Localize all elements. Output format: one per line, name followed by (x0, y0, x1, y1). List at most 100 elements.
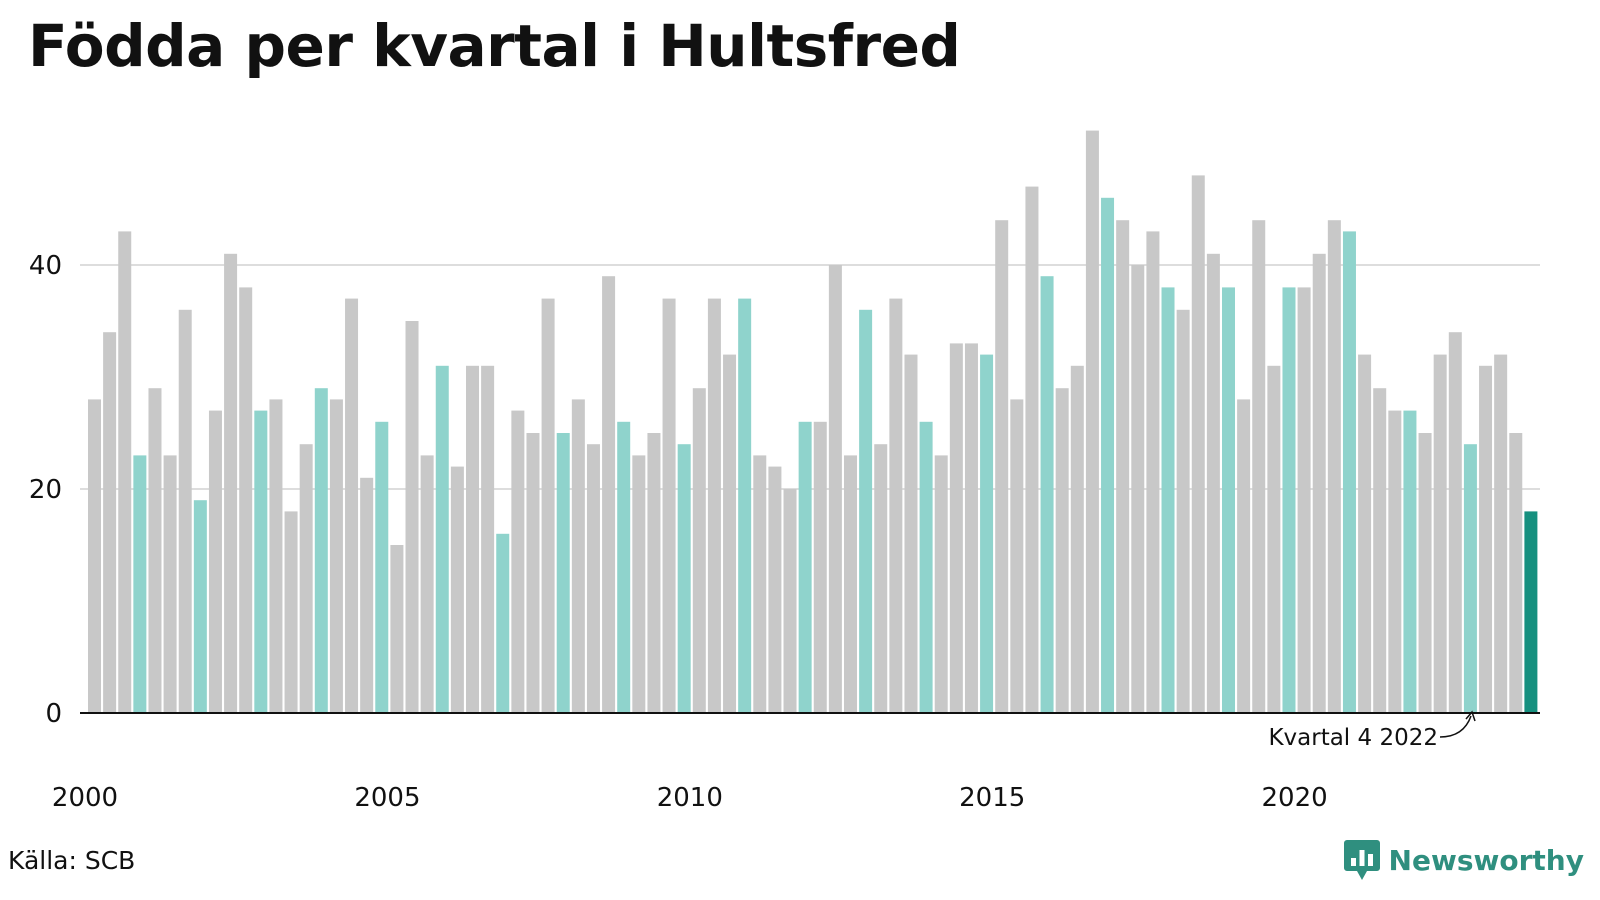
bar (1176, 309, 1190, 713)
bar (738, 298, 752, 713)
bar (133, 455, 147, 713)
bar (1403, 410, 1417, 713)
bar (148, 388, 162, 713)
source-note: Källa: SCB (8, 846, 136, 875)
bar (375, 421, 389, 713)
bar (1237, 399, 1251, 713)
annotation-label: Kvartal 4 2022 (1268, 725, 1438, 751)
bar (798, 421, 812, 713)
x-tick-label: 2015 (959, 783, 1025, 813)
bar (828, 265, 842, 713)
bar (1524, 511, 1538, 713)
bar (1494, 354, 1508, 713)
bar (844, 455, 857, 713)
x-tick-label: 2010 (657, 783, 723, 813)
bar (1342, 231, 1356, 713)
y-axis-ticks: 0 20 40 (29, 251, 62, 729)
x-tick-label: 2020 (1262, 783, 1328, 813)
bar (88, 399, 101, 713)
bar (239, 287, 253, 713)
bar (602, 276, 616, 713)
bars (88, 130, 1538, 714)
bar (269, 399, 283, 713)
bar (934, 455, 948, 713)
annotation-arrow (1439, 715, 1472, 738)
bar (1433, 354, 1447, 713)
bar (692, 388, 706, 713)
bar (1131, 265, 1145, 713)
bar (511, 410, 525, 713)
bar (1463, 444, 1477, 713)
bar (1161, 287, 1175, 713)
bar (1010, 399, 1024, 713)
bar (1448, 332, 1462, 713)
y-tick-label: 20 (29, 475, 62, 505)
bar (284, 511, 298, 713)
x-tick-label: 2000 (52, 783, 118, 813)
bar (1040, 276, 1054, 713)
brand-name: Newsworthy (1388, 843, 1584, 877)
bar (919, 421, 933, 713)
bar (329, 399, 343, 713)
brand-logo: Newsworthy (1343, 838, 1584, 882)
bar (466, 365, 479, 713)
bar (813, 421, 827, 713)
bar (647, 433, 661, 713)
y-tick-label: 0 (45, 699, 62, 729)
bar (299, 444, 313, 713)
bar (677, 444, 691, 713)
bar (1373, 388, 1387, 713)
bar (541, 298, 555, 713)
bar (163, 455, 177, 713)
bar (783, 489, 797, 713)
bar (526, 433, 540, 713)
bar (753, 455, 767, 713)
bar (556, 433, 570, 713)
bar (1206, 253, 1220, 714)
bar (208, 410, 222, 713)
bar (1222, 287, 1235, 713)
chart-title: Födda per kvartal i Hultsfred (28, 12, 961, 80)
bar (586, 444, 600, 713)
bar (859, 309, 873, 713)
bar (405, 321, 419, 713)
bar (723, 354, 737, 713)
bar (617, 421, 631, 713)
bar (254, 410, 268, 713)
bar (1358, 354, 1372, 713)
bar (1388, 410, 1402, 713)
bar (178, 309, 192, 713)
bar (1297, 287, 1311, 713)
bar (1252, 220, 1266, 713)
bar (1312, 253, 1326, 714)
bar (1282, 287, 1296, 713)
bar (420, 455, 434, 713)
bar (1267, 365, 1281, 713)
bar-chart-pin-icon (1343, 840, 1380, 880)
bar (1509, 433, 1523, 713)
bar (571, 399, 585, 713)
bar (435, 365, 449, 713)
bar (314, 388, 328, 713)
bar (1191, 175, 1205, 713)
bar (995, 220, 1009, 713)
bar (1070, 365, 1084, 713)
bar (360, 477, 374, 713)
y-tick-label: 40 (29, 251, 62, 281)
bar (980, 354, 994, 713)
bar (874, 444, 888, 713)
bar (1479, 365, 1493, 713)
x-tick-label: 2005 (354, 783, 420, 813)
bar (707, 298, 721, 713)
bar (1085, 130, 1099, 714)
bar (481, 365, 495, 713)
bar (1101, 197, 1115, 714)
bar (964, 343, 978, 713)
bar (949, 343, 963, 713)
bar (632, 455, 646, 713)
bar (193, 500, 207, 713)
bar (390, 545, 404, 713)
bar (1327, 220, 1341, 713)
bar (889, 298, 903, 713)
annotation-arrowhead (1465, 710, 1476, 722)
